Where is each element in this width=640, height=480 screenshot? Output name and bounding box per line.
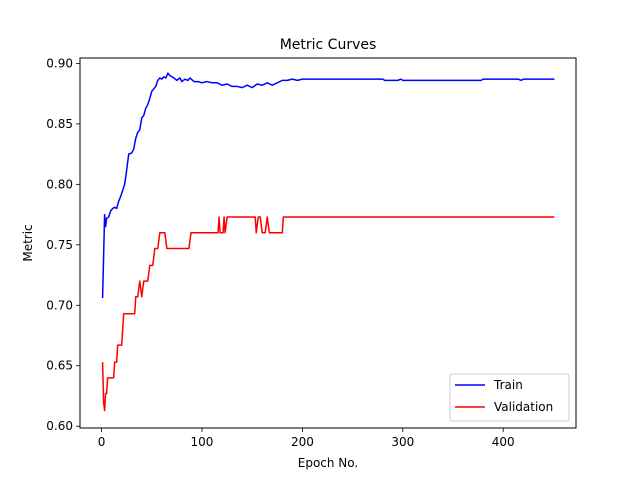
x-tick-label: 300	[391, 435, 414, 449]
legend-label-train: Train	[493, 378, 523, 392]
y-tick-label: 0.80	[46, 177, 73, 191]
y-tick-label: 0.75	[46, 238, 73, 252]
y-tick-label: 0.60	[46, 419, 73, 433]
legend: Train Validation	[449, 373, 570, 422]
y-tick-label: 0.65	[46, 359, 73, 373]
y-axis-ticks: 0.60 0.65 0.70 0.75 0.80 0.85 0.90	[46, 56, 80, 433]
x-axis-ticks: 0 100 200 300 400	[98, 428, 515, 449]
x-tick-label: 400	[492, 435, 515, 449]
y-axis-label: Metric	[21, 224, 35, 261]
plot-area-frame	[79, 57, 577, 429]
chart-title: Metric Curves	[280, 37, 377, 53]
y-tick-label: 0.70	[46, 298, 73, 312]
y-tick-label: 0.90	[46, 56, 73, 70]
y-tick-label: 0.85	[46, 117, 73, 131]
x-tick-label: 0	[98, 435, 106, 449]
legend-label-validation: Validation	[494, 400, 553, 414]
plot-series-group	[101, 72, 555, 412]
series-line-train	[101, 72, 555, 299]
x-axis-label: Epoch No.	[298, 456, 358, 470]
series-line-validation	[101, 216, 555, 412]
x-tick-label: 200	[291, 435, 314, 449]
x-tick-label: 100	[191, 435, 214, 449]
